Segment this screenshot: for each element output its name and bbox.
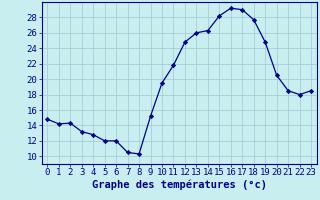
X-axis label: Graphe des températures (°c): Graphe des températures (°c) [92, 180, 267, 190]
